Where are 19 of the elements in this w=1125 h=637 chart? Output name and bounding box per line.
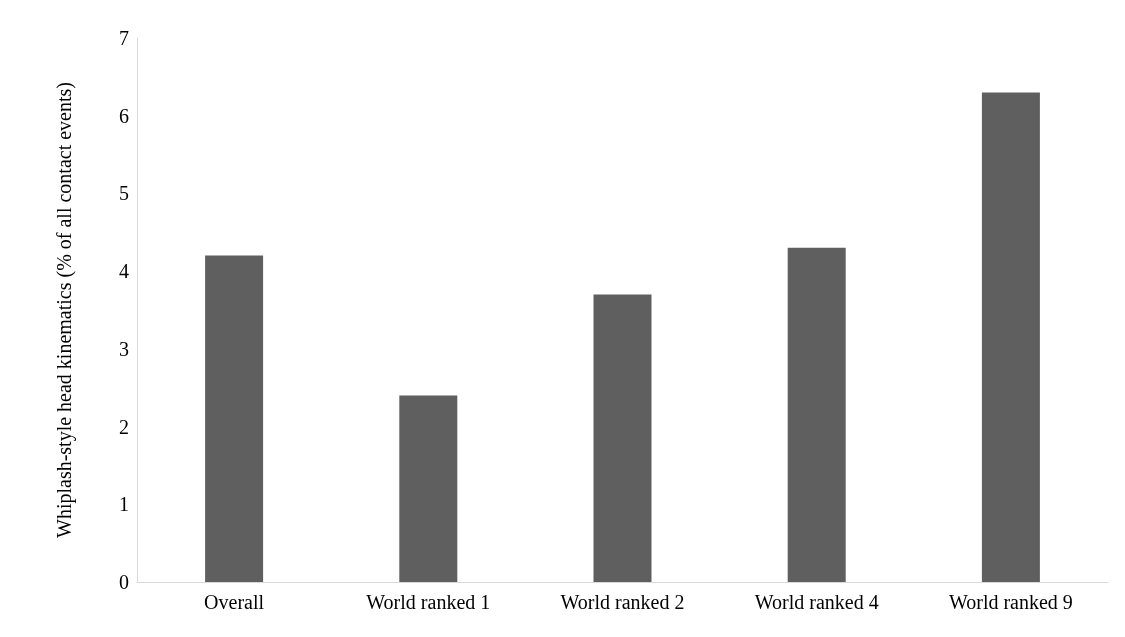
y-tick-label: 5 [119, 182, 129, 205]
bar [205, 255, 264, 582]
y-tick-label: 3 [119, 337, 129, 360]
y-tick-label: 1 [119, 493, 129, 516]
bar [981, 92, 1040, 582]
bar [787, 247, 846, 582]
x-tick-label: World ranked 4 [754, 591, 879, 613]
y-tick-label: 4 [119, 260, 129, 283]
y-tick-label: 7 [119, 27, 129, 49]
x-tick-label: World ranked 2 [560, 591, 685, 613]
y-tick-label: 6 [119, 104, 129, 127]
bar [593, 294, 652, 582]
x-tick-label: Overall [204, 591, 265, 613]
x-tick-label: World ranked 1 [366, 591, 491, 613]
x-tick-label: World ranked 9 [948, 591, 1073, 613]
y-tick-label: 0 [119, 571, 129, 593]
y-axis-title: Whiplash-style head kinematics (% of all contact events) [53, 82, 76, 538]
y-tick-label: 2 [119, 415, 129, 438]
bar [399, 395, 458, 582]
